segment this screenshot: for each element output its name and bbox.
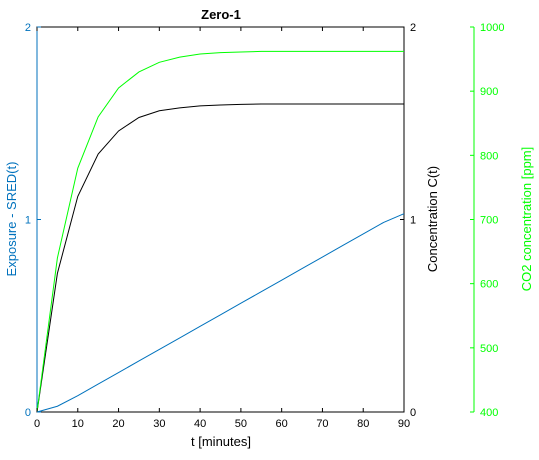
y-far-right-tick-label: 800 bbox=[480, 150, 498, 162]
plot-area bbox=[36, 26, 405, 413]
y-left-tick-label: 1 bbox=[25, 215, 31, 227]
y-axis-label-right: Concentration C(t) bbox=[425, 166, 440, 272]
y-axis-label-left: Exposure - SRED(t) bbox=[4, 162, 19, 277]
series-line-right bbox=[36, 103, 404, 413]
y-far-right-tick-label: 500 bbox=[480, 343, 498, 355]
x-axis-label: t [minutes] bbox=[191, 434, 251, 449]
y-far-right-tick-label: 600 bbox=[480, 279, 498, 291]
x-tick-label: 10 bbox=[72, 418, 84, 430]
y-far-right-tick-label: 400 bbox=[480, 407, 498, 419]
ticks-layer: 0 10 20 30 40 50 60 70 80 90012012400500600700800… bbox=[25, 22, 505, 430]
series-line-far-right bbox=[36, 50, 404, 413]
y-right-tick-label: 2 bbox=[410, 22, 416, 34]
y-far-right-tick-label: 700 bbox=[480, 215, 498, 227]
y-left-tick-label: 0 bbox=[25, 407, 31, 419]
x-tick-label: 20 bbox=[112, 418, 124, 430]
series-layer bbox=[36, 50, 405, 413]
y-right-tick-label: 1 bbox=[410, 215, 416, 227]
y-axis-label-far-right: CO2 concentration [ppm] bbox=[519, 147, 534, 292]
x-tick-label: 60 bbox=[276, 418, 288, 430]
x-tick-label: 80 bbox=[357, 418, 369, 430]
x-tick-label: 0 bbox=[34, 418, 40, 430]
chart-title: Zero-1 bbox=[201, 7, 241, 22]
x-tick-label: 40 bbox=[194, 418, 206, 430]
x-tick-label: 30 bbox=[153, 418, 165, 430]
x-tick-label: 90 bbox=[398, 418, 410, 430]
series-line-left bbox=[36, 213, 405, 413]
y-left-tick-label: 2 bbox=[25, 22, 31, 34]
y-far-right-tick-label: 1000 bbox=[480, 22, 504, 34]
y-far-right-tick-label: 900 bbox=[480, 86, 498, 98]
y-right-tick-label: 0 bbox=[410, 407, 416, 419]
x-tick-label: 50 bbox=[235, 418, 247, 430]
x-tick-label: 70 bbox=[316, 418, 328, 430]
